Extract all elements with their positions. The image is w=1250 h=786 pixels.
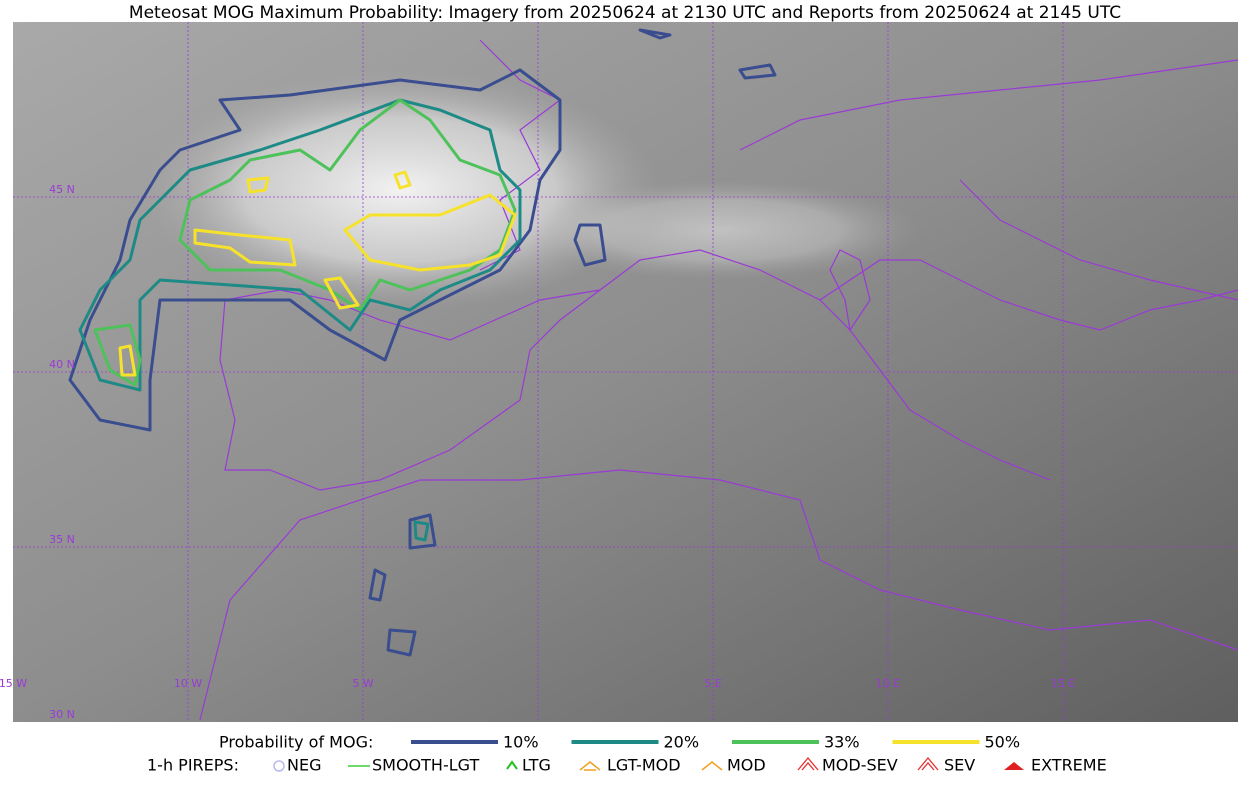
- pirep-label: NEG: [287, 756, 321, 775]
- contours: [68, 28, 777, 657]
- pirep-label: LGT-MOD: [607, 756, 681, 775]
- lon-label: 10 W: [174, 677, 202, 690]
- lat-label: 40 N: [49, 358, 75, 371]
- grid-lines: [13, 22, 1238, 722]
- pirep-label: EXTREME: [1031, 756, 1107, 775]
- pirep-label: LTG: [522, 756, 551, 775]
- legend-label: 20%: [664, 733, 700, 752]
- lon-label: 5 E: [704, 677, 721, 690]
- legend-label: 33%: [824, 733, 860, 752]
- lon-label: 15 E: [1051, 677, 1075, 690]
- title: Meteosat MOG Maximum Probability: Imager…: [129, 3, 1121, 23]
- legend: Probability of MOG: 10% 20% 33% 50% 1-h PIR…: [147, 733, 1107, 775]
- lat-label: 45 N: [49, 183, 75, 196]
- lon-label: 10 E: [876, 677, 900, 690]
- pirep-label: SMOOTH-LGT: [372, 756, 479, 775]
- legend-label: 10%: [503, 733, 539, 752]
- pirep-icons: [273, 756, 1024, 772]
- lat-label: 30 N: [49, 708, 75, 721]
- lon-label: 15 W: [0, 677, 27, 690]
- pirep-label: MOD-SEV: [822, 756, 898, 775]
- pirep-label: SEV: [944, 756, 975, 775]
- lon-label: 5 W: [352, 677, 373, 690]
- legend-title: Probability of MOG:: [219, 733, 373, 752]
- legend-label: 50%: [985, 733, 1021, 752]
- map: 45 N 40 N 35 N 30 N 15 W 10 W 5 W 5 E 10…: [0, 22, 1239, 722]
- pirep-label: MOD: [727, 756, 766, 775]
- legend-title: 1-h PIREPS:: [147, 756, 239, 775]
- lat-label: 35 N: [49, 533, 75, 546]
